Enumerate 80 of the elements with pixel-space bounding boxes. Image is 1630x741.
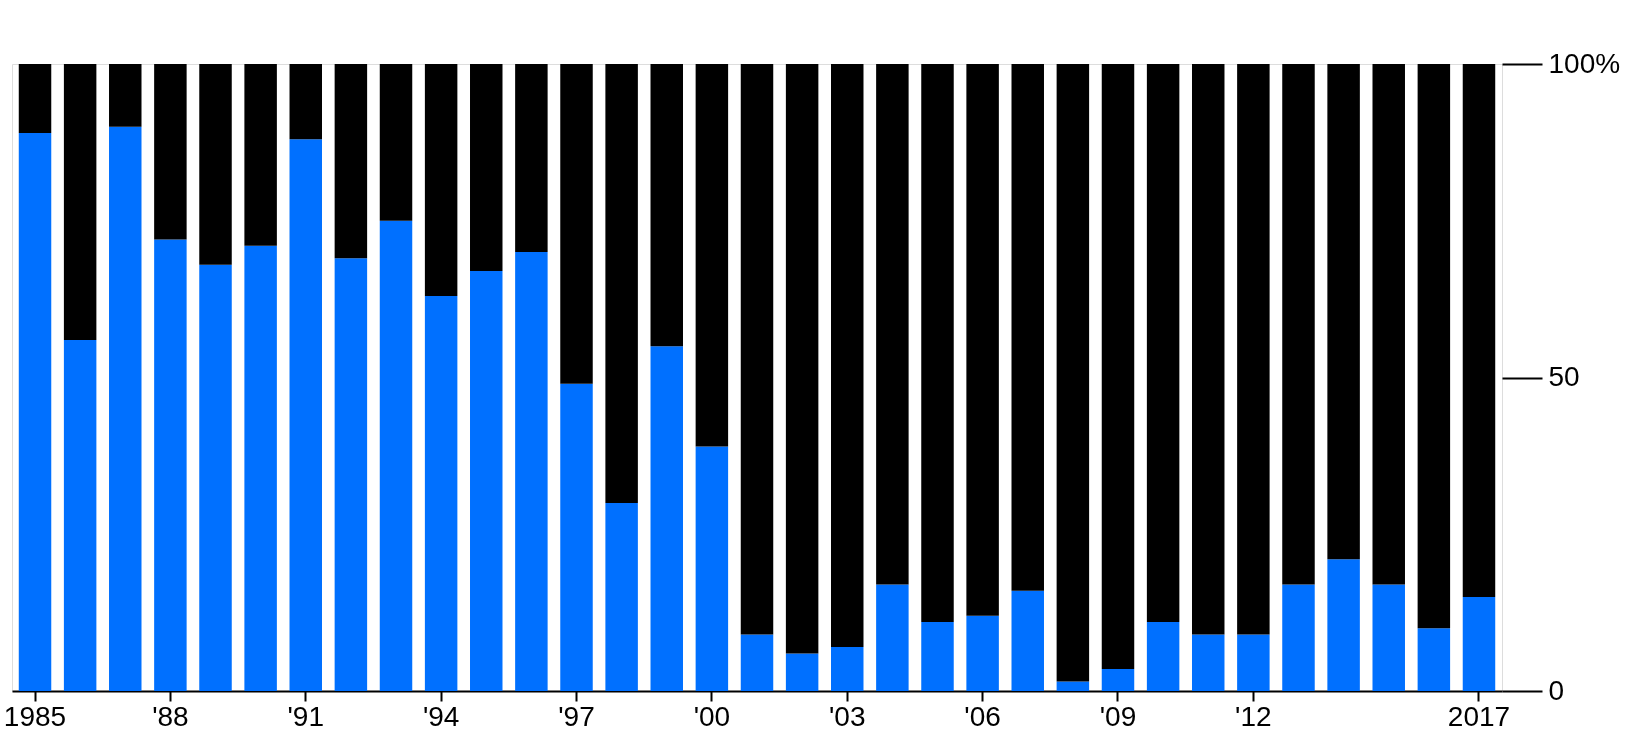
x-tick-label: '03 (829, 700, 866, 732)
bar (379, 220, 413, 691)
x-tick-label: '09 (1099, 700, 1137, 732)
bar (470, 64, 503, 271)
bar (289, 139, 322, 691)
bar (740, 64, 774, 635)
bar (785, 653, 819, 691)
bar (695, 446, 729, 691)
x-tick-label: '91 (287, 700, 325, 732)
bar (1327, 559, 1360, 691)
bar (109, 64, 142, 127)
bar (560, 64, 593, 384)
y-tick-label: 100% (1548, 47, 1621, 79)
bar (1417, 64, 1451, 629)
bar (921, 64, 954, 623)
bar (63, 339, 97, 691)
bar (289, 64, 322, 140)
x-tick-label: 2017 (1447, 700, 1511, 732)
bar (1101, 669, 1135, 691)
bar (424, 64, 458, 296)
bar (1146, 64, 1180, 623)
bar (1282, 584, 1315, 691)
bar (605, 64, 638, 503)
bar (1056, 681, 1090, 691)
bar (605, 502, 638, 691)
bar (740, 634, 774, 691)
bar (1056, 64, 1090, 682)
bar (199, 264, 232, 691)
bar (154, 64, 187, 240)
bar (515, 64, 548, 253)
bar (1192, 64, 1225, 635)
bar (1282, 64, 1315, 585)
bar (1192, 634, 1225, 691)
bar (18, 132, 52, 691)
bar (1462, 596, 1496, 691)
x-tick-label: 1985 (3, 700, 67, 732)
bar (244, 64, 277, 246)
x-tick-label: '94 (422, 700, 460, 732)
bar (109, 126, 142, 691)
bar (199, 64, 232, 265)
bar (18, 64, 52, 133)
bar (1237, 634, 1270, 691)
bar (334, 64, 368, 259)
x-tick-label: '00 (693, 700, 731, 732)
bar (966, 615, 999, 691)
bar (1417, 628, 1451, 691)
bar (1372, 64, 1405, 585)
bar (831, 64, 864, 648)
x-tick-label: '97 (558, 700, 595, 732)
bar (876, 584, 909, 691)
bar (560, 383, 593, 691)
bar (515, 252, 548, 691)
bar (1462, 64, 1496, 597)
bar (424, 295, 458, 691)
x-tick-label: '88 (152, 700, 189, 732)
x-tick-label: '12 (1235, 700, 1272, 732)
bar (470, 270, 503, 691)
bar (695, 64, 729, 447)
bar (1327, 64, 1360, 560)
bar (244, 245, 277, 691)
bar (831, 647, 864, 691)
y-tick-label: 50 (1548, 361, 1580, 392)
bar (1237, 64, 1270, 635)
bar (334, 258, 368, 691)
bar (966, 64, 999, 616)
bar (379, 64, 413, 221)
bar (1011, 590, 1044, 691)
bar (154, 239, 187, 691)
bar (1011, 64, 1044, 591)
bar (650, 64, 683, 347)
bar (1101, 64, 1135, 670)
bar (1146, 622, 1180, 691)
y-tick-label: 0 (1548, 674, 1565, 706)
bar (650, 346, 683, 691)
bar (63, 64, 97, 340)
bar (876, 64, 909, 585)
bar (921, 622, 954, 691)
bar (785, 64, 819, 654)
x-tick-label: '06 (964, 700, 1001, 732)
bar (1372, 584, 1405, 691)
